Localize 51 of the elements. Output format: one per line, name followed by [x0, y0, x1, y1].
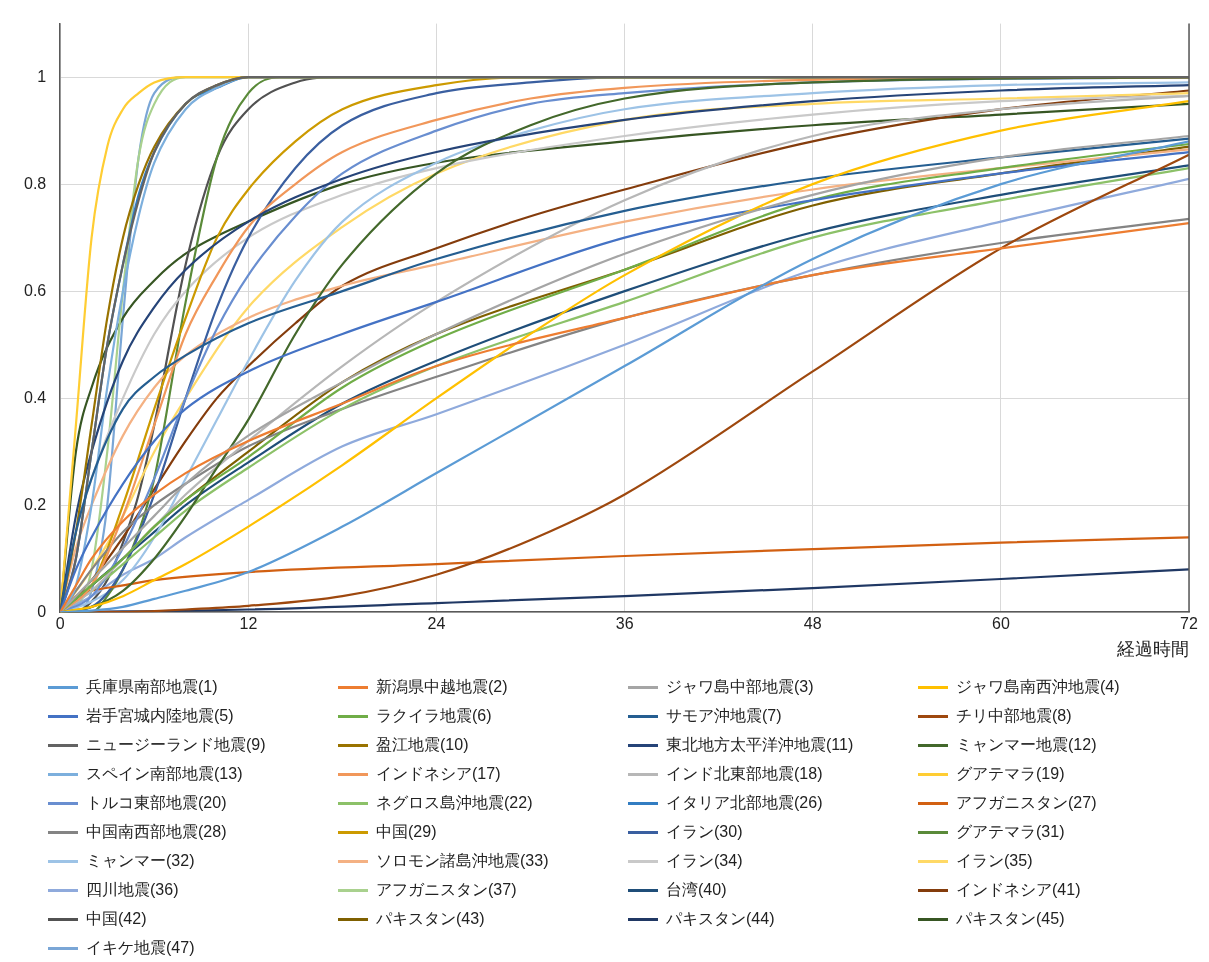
legend-label: 東北地方太平洋沖地震(11)	[666, 734, 854, 755]
legend-label: アフガニスタン(37)	[376, 879, 517, 900]
x-tick-label: 72	[1180, 615, 1198, 633]
legend-label: 岩手宮城内陸地震(5)	[86, 705, 234, 726]
legend-label: パキスタン(45)	[956, 908, 1065, 929]
legend-label: イタリア北部地震(26)	[666, 792, 823, 813]
legend-label: ネグロス島沖地震(22)	[376, 792, 533, 813]
legend-label: 中国(42)	[86, 908, 147, 929]
legend-label: イラン(34)	[666, 850, 743, 871]
legend-label: 兵庫県南部地震(1)	[86, 676, 218, 697]
legend-label: 中国南西部地震(28)	[86, 821, 227, 842]
legend-label: 中国(29)	[376, 821, 437, 842]
legend-label: インドネシア(41)	[956, 879, 1081, 900]
legend-label: サモア沖地震(7)	[666, 705, 782, 726]
x-axis-title: 経過時間	[1116, 639, 1189, 660]
legend-label: インド北東部地震(18)	[666, 763, 823, 784]
x-tick-label: 36	[615, 615, 634, 633]
legend-label: ソロモン諸島沖地震(33)	[376, 850, 549, 871]
legend-label: アフガニスタン(27)	[956, 792, 1097, 813]
legend-label: パキスタン(44)	[666, 908, 775, 929]
legend-label: グアテマラ(19)	[956, 763, 1065, 784]
y-tick-label: 0.4	[23, 388, 47, 406]
legend-label: 四川地震(36)	[86, 879, 179, 900]
legend-label: イラン(30)	[666, 821, 743, 842]
legend-label: トルコ東部地震(20)	[86, 792, 227, 813]
x-tick-label: 48	[803, 615, 822, 633]
y-tick-label: 0.6	[23, 281, 47, 299]
legend-label: ミャンマー(32)	[86, 850, 195, 871]
legend-label: イキケ地震(47)	[86, 937, 195, 958]
legend-label: ラクイラ地震(6)	[376, 705, 492, 726]
legend-label: ミャンマー地震(12)	[956, 734, 1097, 755]
legend-label: 盈江地震(10)	[376, 734, 469, 755]
legend-label: ジャワ島中部地震(3)	[666, 676, 814, 697]
legend-label: グアテマラ(31)	[956, 821, 1065, 842]
legend-label: 新潟県中越地震(2)	[376, 676, 508, 697]
legend-label: スペイン南部地震(13)	[86, 763, 243, 784]
y-tick-label: 0.8	[23, 174, 47, 192]
legend-label: パキスタン(43)	[376, 908, 485, 929]
legend-label: イラン(35)	[956, 850, 1033, 871]
y-tick-label: 1	[37, 67, 47, 85]
y-tick-label: 0.2	[23, 495, 47, 513]
x-tick-label: 24	[427, 615, 446, 633]
legend-label: ジャワ島南西沖地震(4)	[956, 676, 1120, 697]
legend-label: インドネシア(17)	[376, 763, 501, 784]
x-tick-label: 0	[55, 615, 65, 633]
y-tick-label: 0	[37, 602, 47, 620]
x-tick-label: 60	[991, 615, 1010, 633]
legend-label: ニュージーランド地震(9)	[86, 734, 266, 755]
legend-label: チリ中部地震(8)	[956, 705, 1072, 726]
legend-label: 台湾(40)	[666, 879, 727, 900]
x-tick-label: 12	[239, 615, 258, 633]
